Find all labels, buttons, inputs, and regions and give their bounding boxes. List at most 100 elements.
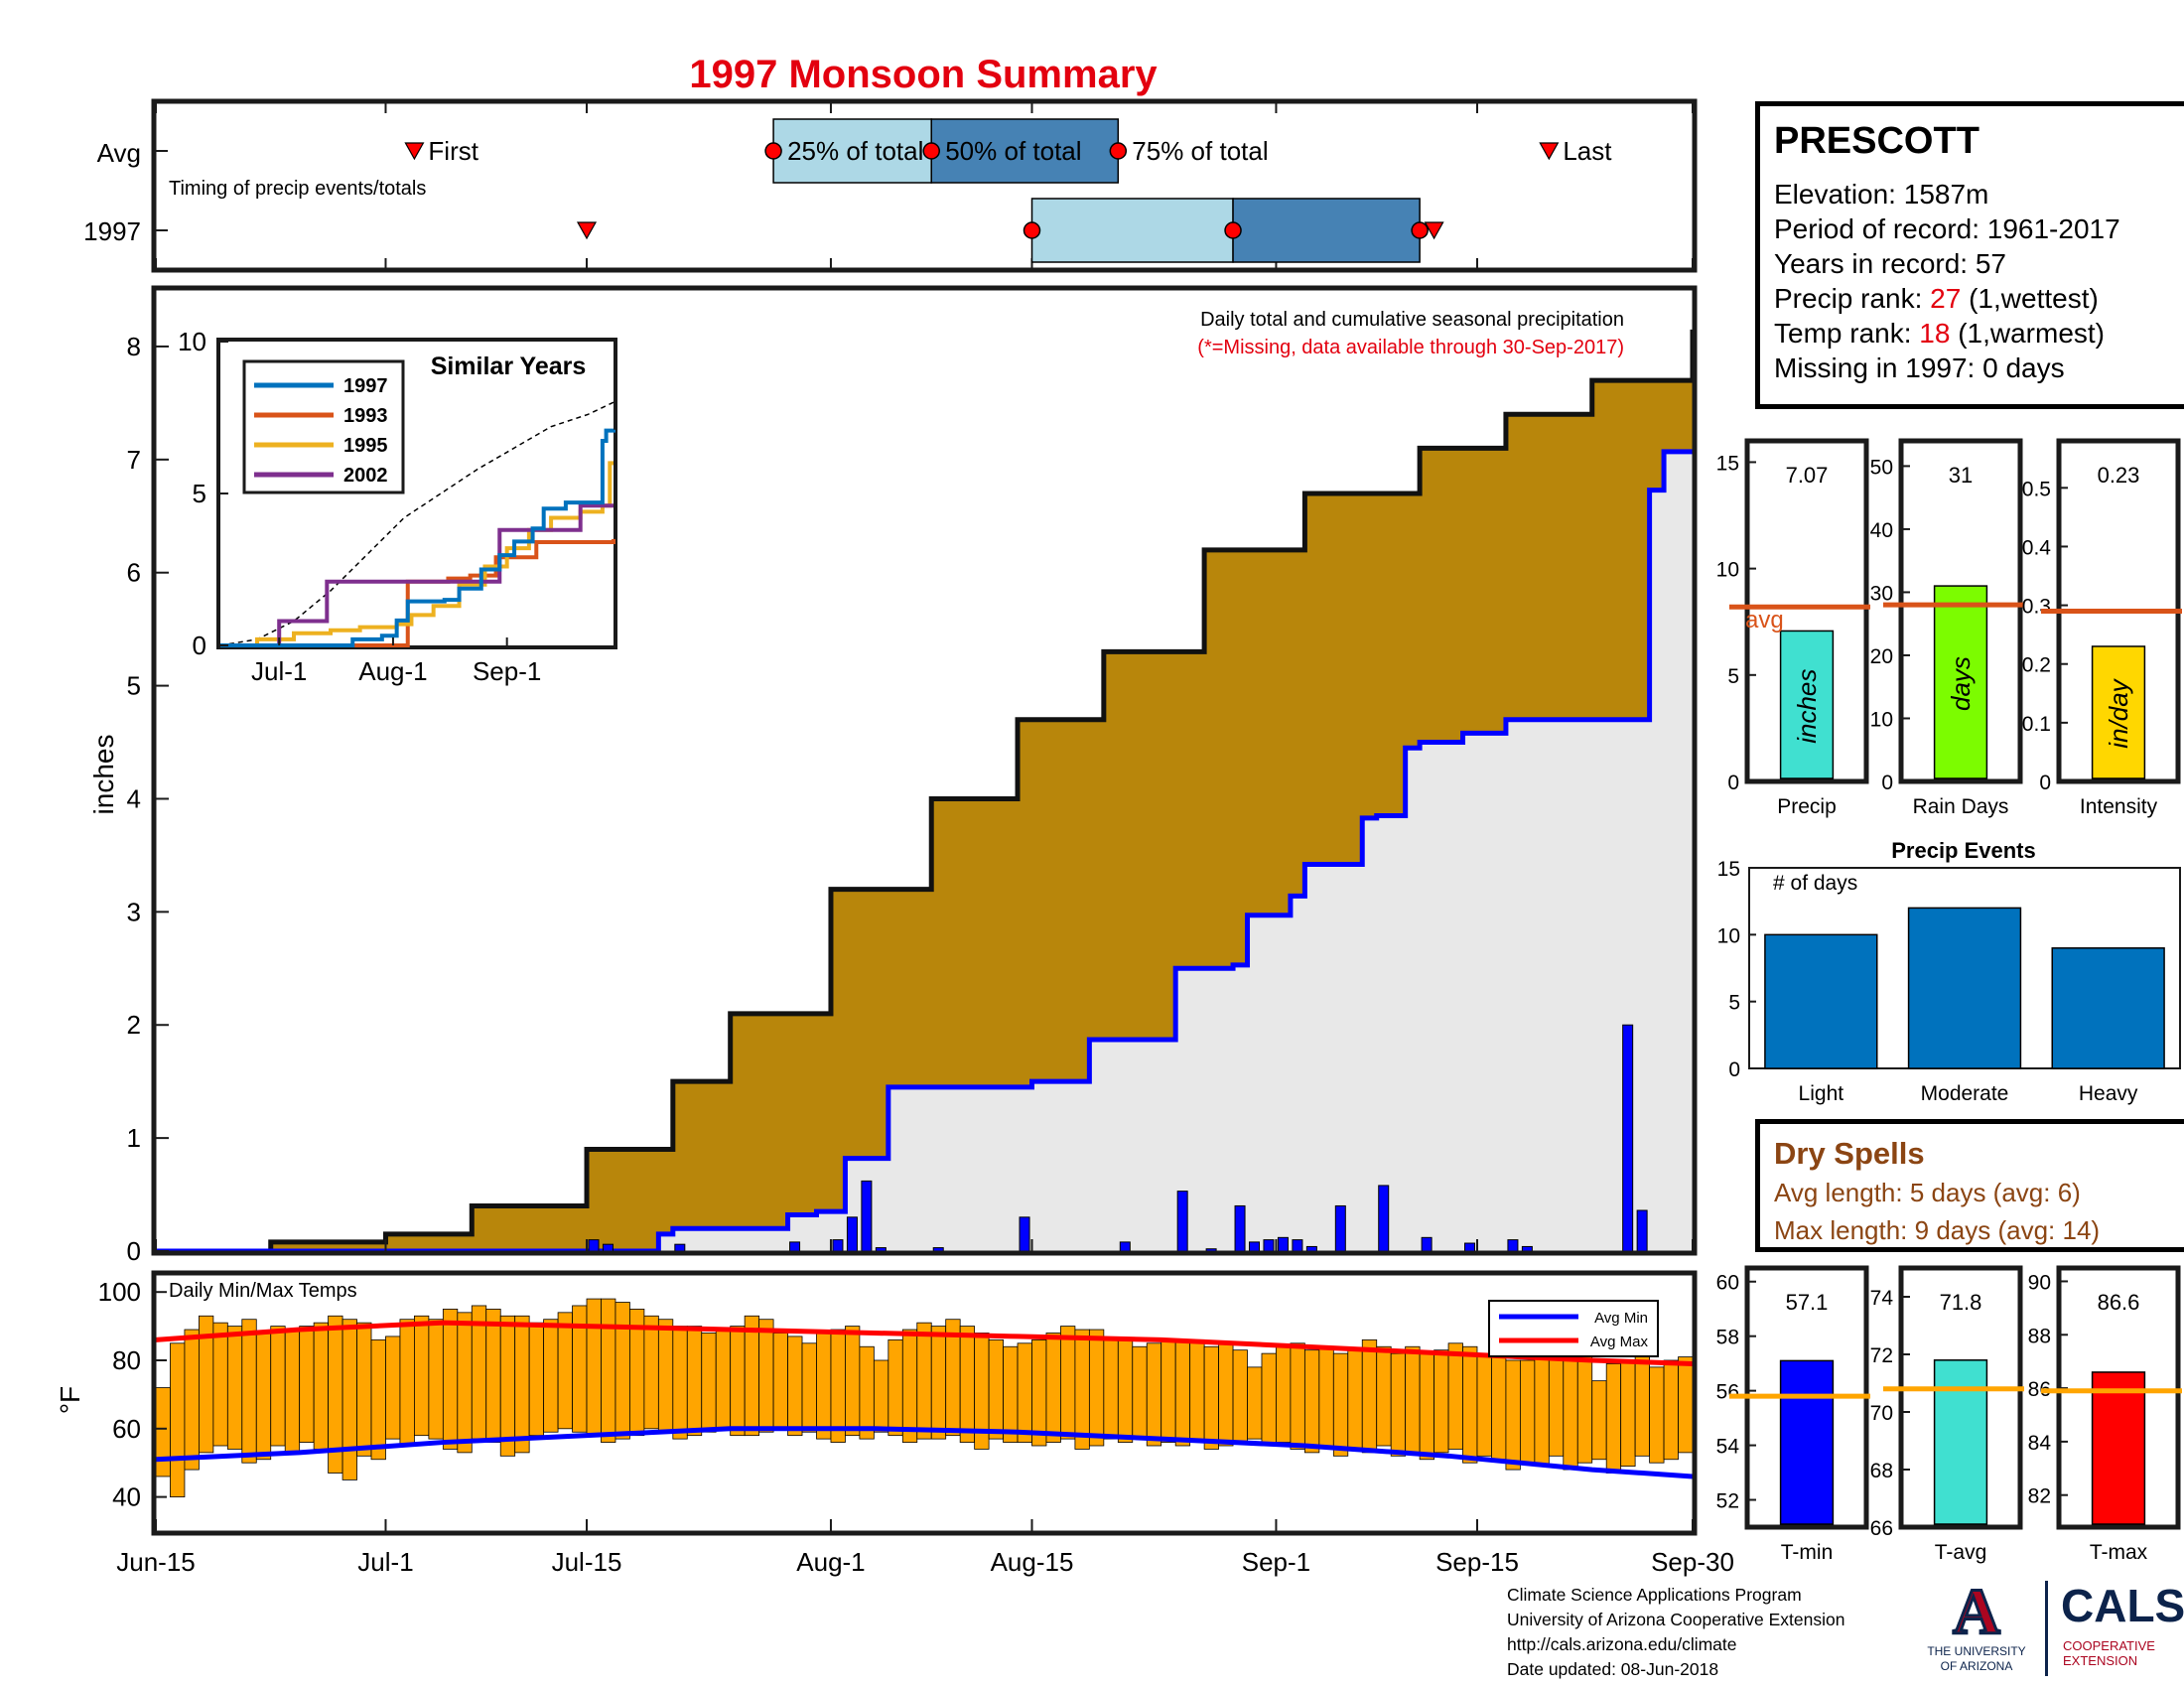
- avg-min-line: [155, 1426, 1694, 1479]
- daily-temp-bar: [1534, 1345, 1550, 1468]
- tavg-label: T-avg: [1935, 1541, 1987, 1564]
- daily-temp-bar: [313, 1322, 330, 1450]
- x-tick-label: Sep-30: [1651, 1547, 1734, 1577]
- cals-logo-divider: [2045, 1581, 2048, 1676]
- daily-precip-bar: [861, 1180, 873, 1252]
- daily-temp-bar: [1017, 1342, 1032, 1443]
- inset-legend-label-2002: 2002: [343, 465, 388, 487]
- intensity-y-tick-label: 0.2: [2022, 654, 2051, 677]
- inset-legend-label-1997: 1997: [343, 375, 388, 397]
- daily-temp-bar: [370, 1338, 386, 1461]
- daily-temp-bar: [1491, 1356, 1507, 1461]
- legend-avg-min: Avg Min: [1594, 1310, 1648, 1327]
- events-title: Precip Events: [1891, 838, 2036, 863]
- station-info-box: PRESCOTT Elevation: 1587m Period of reco…: [1755, 101, 2184, 409]
- daily-temp-bar: [1447, 1342, 1463, 1450]
- precip-rank-suffix: (1,wettest): [1961, 283, 2099, 314]
- tmax-bar: [2091, 1371, 2146, 1525]
- events-y-tick-label: 15: [1717, 858, 1740, 881]
- precip-avg-label: avg: [1745, 607, 1784, 633]
- temp-y-tick-label: 100: [98, 1277, 141, 1307]
- daily-temp-bar: [1519, 1359, 1536, 1464]
- events-y-tick-label: 5: [1728, 992, 1740, 1015]
- daily-temp-bar: [485, 1309, 501, 1443]
- events-category-label: Light: [1799, 1082, 1844, 1105]
- timing-last-label: Last: [1563, 136, 1612, 166]
- daily-temp-bar: [816, 1333, 832, 1440]
- daily-temp-bar: [916, 1322, 932, 1440]
- stat-panel-precip: 0 5 10 15 7.07 inches avg Precip: [1716, 438, 1870, 818]
- daily-temp-bar: [414, 1315, 430, 1437]
- station-elevation: Elevation: 1587m: [1774, 179, 1989, 210]
- daily-precip-bar: [1249, 1241, 1261, 1252]
- inset-axes: 0 5 10 Jul-1 Aug-1 Sep-1: [178, 327, 541, 686]
- daily-precip-bar: [1119, 1241, 1131, 1252]
- intensity-value-label: 0.23: [2098, 463, 2140, 488]
- daily-precip-bar: [1421, 1236, 1433, 1252]
- events-y-tick-label: 0: [1728, 1058, 1740, 1081]
- main-annotation: Daily total and cumulative seasonal prec…: [1200, 309, 1624, 331]
- ua-logo-line-2: OF ARIZONA: [1940, 1659, 2013, 1673]
- cals-wordmark: CALS: [2061, 1580, 2184, 1631]
- daily-precip-bar: [832, 1239, 844, 1252]
- tmin-y-tick-label: 58: [1716, 1327, 1739, 1349]
- daily-precip-bar: [602, 1243, 614, 1252]
- daily-temp-bar: [1060, 1326, 1076, 1440]
- daily-precip-bar: [932, 1247, 944, 1252]
- tavg-bar: [1933, 1359, 1988, 1525]
- inset-legend: 1997 1993 1995 2002: [242, 359, 405, 494]
- precip-rank-value: 27: [1930, 283, 1962, 314]
- daily-precip-bar: [1234, 1204, 1246, 1252]
- daily-temp-bar: [499, 1315, 516, 1457]
- main-y-tick-label: 7: [127, 445, 141, 475]
- daily-temp-bar: [1003, 1345, 1019, 1443]
- daily-temp-bar: [1591, 1380, 1607, 1461]
- daily-temp-bar: [1462, 1345, 1478, 1464]
- daily-temp-bar: [1203, 1345, 1219, 1450]
- x-tick-label: Aug-1: [796, 1547, 865, 1577]
- events-category-label: Moderate: [1921, 1082, 2009, 1105]
- daily-temp-bar: [226, 1326, 243, 1450]
- main-y-tick-label: 5: [127, 671, 141, 701]
- inset-y-tick-label: 10: [178, 327, 206, 356]
- main-plot: [156, 329, 1696, 1254]
- timing-1997-label: 1997: [83, 216, 141, 246]
- credits-line-2: University of Arizona Cooperative Extens…: [1507, 1610, 1845, 1629]
- daily-temp-bar: [1376, 1345, 1392, 1447]
- temp-chart: Daily Min/Max Temps 40 60 80 100 °F Avg Min…: [55, 1270, 1698, 1536]
- daily-temp-bar: [1174, 1338, 1191, 1447]
- daily-temp-bar: [1031, 1338, 1047, 1447]
- daily-temp-bar: [1476, 1352, 1492, 1457]
- inset-series-2002: [220, 503, 614, 647]
- daily-precip-bar: [1636, 1209, 1648, 1252]
- timing-avg-label: Avg: [97, 138, 141, 168]
- daily-temp-bar: [1117, 1338, 1134, 1443]
- temp-chart-frame: [151, 1270, 1698, 1536]
- daily-temp-bar: [1678, 1356, 1694, 1454]
- daily-temp-bar: [155, 1387, 171, 1477]
- events-bar-light: [1764, 933, 1878, 1069]
- tmax-y-tick-label: 82: [2028, 1485, 2051, 1508]
- intensity-unit-label: in/day: [2104, 677, 2133, 748]
- ua-block-a-icon: A: [1952, 1576, 2002, 1648]
- daily-temp-bar: [514, 1315, 530, 1454]
- inset-series-1997: [220, 428, 615, 647]
- rain-days-y-tick-label: 20: [1870, 645, 1893, 668]
- timing-q75-label: 75% of total: [1132, 136, 1268, 166]
- daily-temp-bar: [744, 1315, 760, 1437]
- tavg-value-label: 71.8: [1940, 1290, 1982, 1315]
- tmin-y-tick-label: 60: [1716, 1272, 1739, 1295]
- inset-series-1993: [220, 538, 615, 647]
- daily-temp-bar: [901, 1329, 918, 1443]
- intensity-bar: [2091, 645, 2146, 779]
- daily-temp-bar: [601, 1298, 616, 1443]
- timing-quantile-dot: [1109, 142, 1128, 160]
- timing-first-triangle: [576, 221, 598, 240]
- station-name: PRESCOTT: [1774, 120, 1979, 162]
- daily-temp-bar: [772, 1333, 788, 1430]
- daily-precip-bar: [875, 1247, 887, 1252]
- daily-precip-bar: [789, 1241, 801, 1252]
- daily-temp-bar: [873, 1359, 889, 1433]
